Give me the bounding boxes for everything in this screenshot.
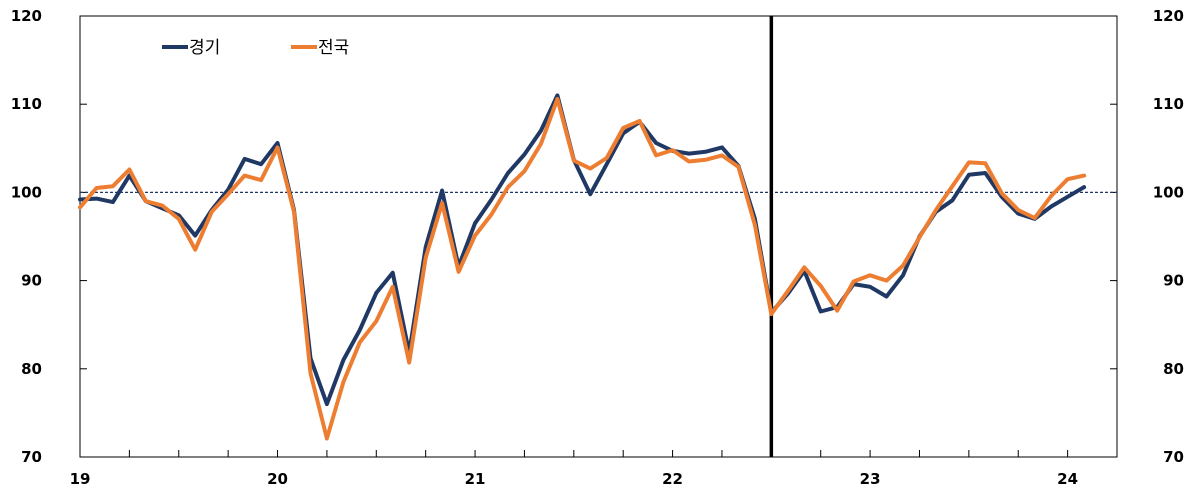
- y-tick-label-left: 90: [21, 272, 42, 290]
- x-tick-label: 19: [70, 470, 91, 488]
- x-tick-label: 23: [860, 470, 881, 488]
- tick-marks: [79, 15, 1118, 458]
- y-tick-label-left: 70: [21, 448, 42, 466]
- y-tick-label-left: 120: [11, 7, 42, 25]
- x-tick-label: 24: [1057, 470, 1078, 488]
- x-tick-label: 20: [267, 470, 288, 488]
- y-tick-label-right: 90: [1163, 272, 1184, 290]
- x-tick-label: 22: [662, 470, 683, 488]
- series-line-gyeonggi: [78, 93, 1087, 407]
- legend-label-gyeonggi: 경기: [189, 38, 220, 58]
- y-tick-label-right: 120: [1153, 7, 1184, 25]
- reference-lines: [80, 16, 1117, 457]
- y-tick-label-right: 80: [1163, 360, 1184, 378]
- legend: 경기 전국: [162, 38, 349, 58]
- series-line-national: [78, 96, 1087, 441]
- y-tick-label-left: 110: [11, 95, 42, 113]
- y-tick-label-right: 70: [1163, 448, 1184, 466]
- x-tick-label: 21: [465, 470, 486, 488]
- series-lines: [78, 93, 1087, 441]
- y-tick-label-left: 100: [11, 183, 42, 201]
- y-tick-label-left: 80: [21, 360, 42, 378]
- tick-labels: 120 120 110 110 100 100 90 90 80 80 70 70 19 20 21 22 23…: [11, 7, 1184, 488]
- legend-label-national: 전국: [318, 38, 349, 58]
- y-tick-label-right: 110: [1153, 95, 1184, 113]
- plot-frame: [79, 15, 1118, 458]
- y-tick-label-right: 100: [1153, 183, 1184, 201]
